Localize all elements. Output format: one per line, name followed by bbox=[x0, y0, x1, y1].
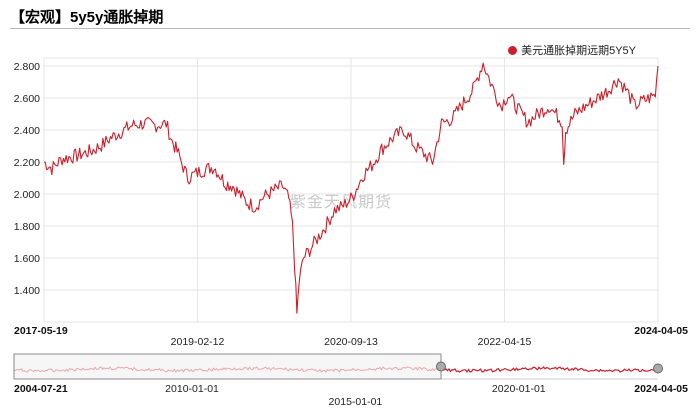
x-tick-label: 2017-05-19 bbox=[14, 325, 68, 337]
navigator-tick-label: 2004-07-21 bbox=[14, 383, 68, 395]
navigator-tick-label: 2015-01-01 bbox=[329, 396, 383, 408]
navigator-tick-label: 2010-01-01 bbox=[165, 383, 219, 395]
x-tick-label: 2019-02-12 bbox=[171, 336, 225, 348]
navigator-tick-label: 2020-01-01 bbox=[492, 383, 546, 395]
navigator-series bbox=[441, 366, 658, 374]
y-tick-label: 2.200 bbox=[14, 157, 40, 169]
y-tick-label: 1.400 bbox=[14, 285, 40, 297]
y-tick-label: 1.800 bbox=[14, 221, 40, 233]
navigator-tick-label: 2024-04-05 bbox=[634, 383, 688, 395]
navigator-end-handle-icon[interactable] bbox=[653, 363, 663, 374]
legend-label: 美元通胀掉期远期5Y5Y bbox=[521, 45, 636, 57]
y-tick-label: 2.800 bbox=[14, 61, 40, 73]
navigator-series-selected bbox=[13, 366, 441, 373]
page-title: 【宏观】5y5y通胀掉期 bbox=[10, 9, 164, 26]
x-axis: 2017-05-19 2019-02-12 2020-09-13 2022-04-15… bbox=[14, 325, 688, 348]
navigator-selection-window[interactable] bbox=[13, 353, 442, 380]
legend-marker-icon bbox=[508, 45, 518, 55]
chart-grid bbox=[43, 57, 659, 323]
navigator-right-handle-icon[interactable] bbox=[436, 361, 446, 372]
y-tick-label: 1.600 bbox=[14, 253, 40, 265]
y-tick-label: 2.000 bbox=[14, 189, 40, 201]
range-navigator[interactable]: 2004-07-21 2010-01-01 2015-01-01 2020-01-01… bbox=[13, 353, 688, 408]
series-line-5y5y bbox=[43, 62, 659, 314]
x-tick-label: 2022-04-15 bbox=[478, 336, 532, 348]
x-tick-label: 2020-09-13 bbox=[324, 336, 378, 348]
y-tick-label: 2.400 bbox=[14, 125, 40, 137]
x-tick-label: 2024-04-05 bbox=[634, 325, 688, 337]
chart-legend[interactable]: 美元通胀掉期远期5Y5Y bbox=[508, 42, 636, 58]
title-divider bbox=[10, 28, 690, 29]
plot-area bbox=[43, 62, 659, 314]
y-axis: 2.800 2.600 2.400 2.200 2.000 1.800 1.600 1.400 bbox=[14, 61, 40, 297]
y-tick-label: 2.600 bbox=[14, 93, 40, 105]
